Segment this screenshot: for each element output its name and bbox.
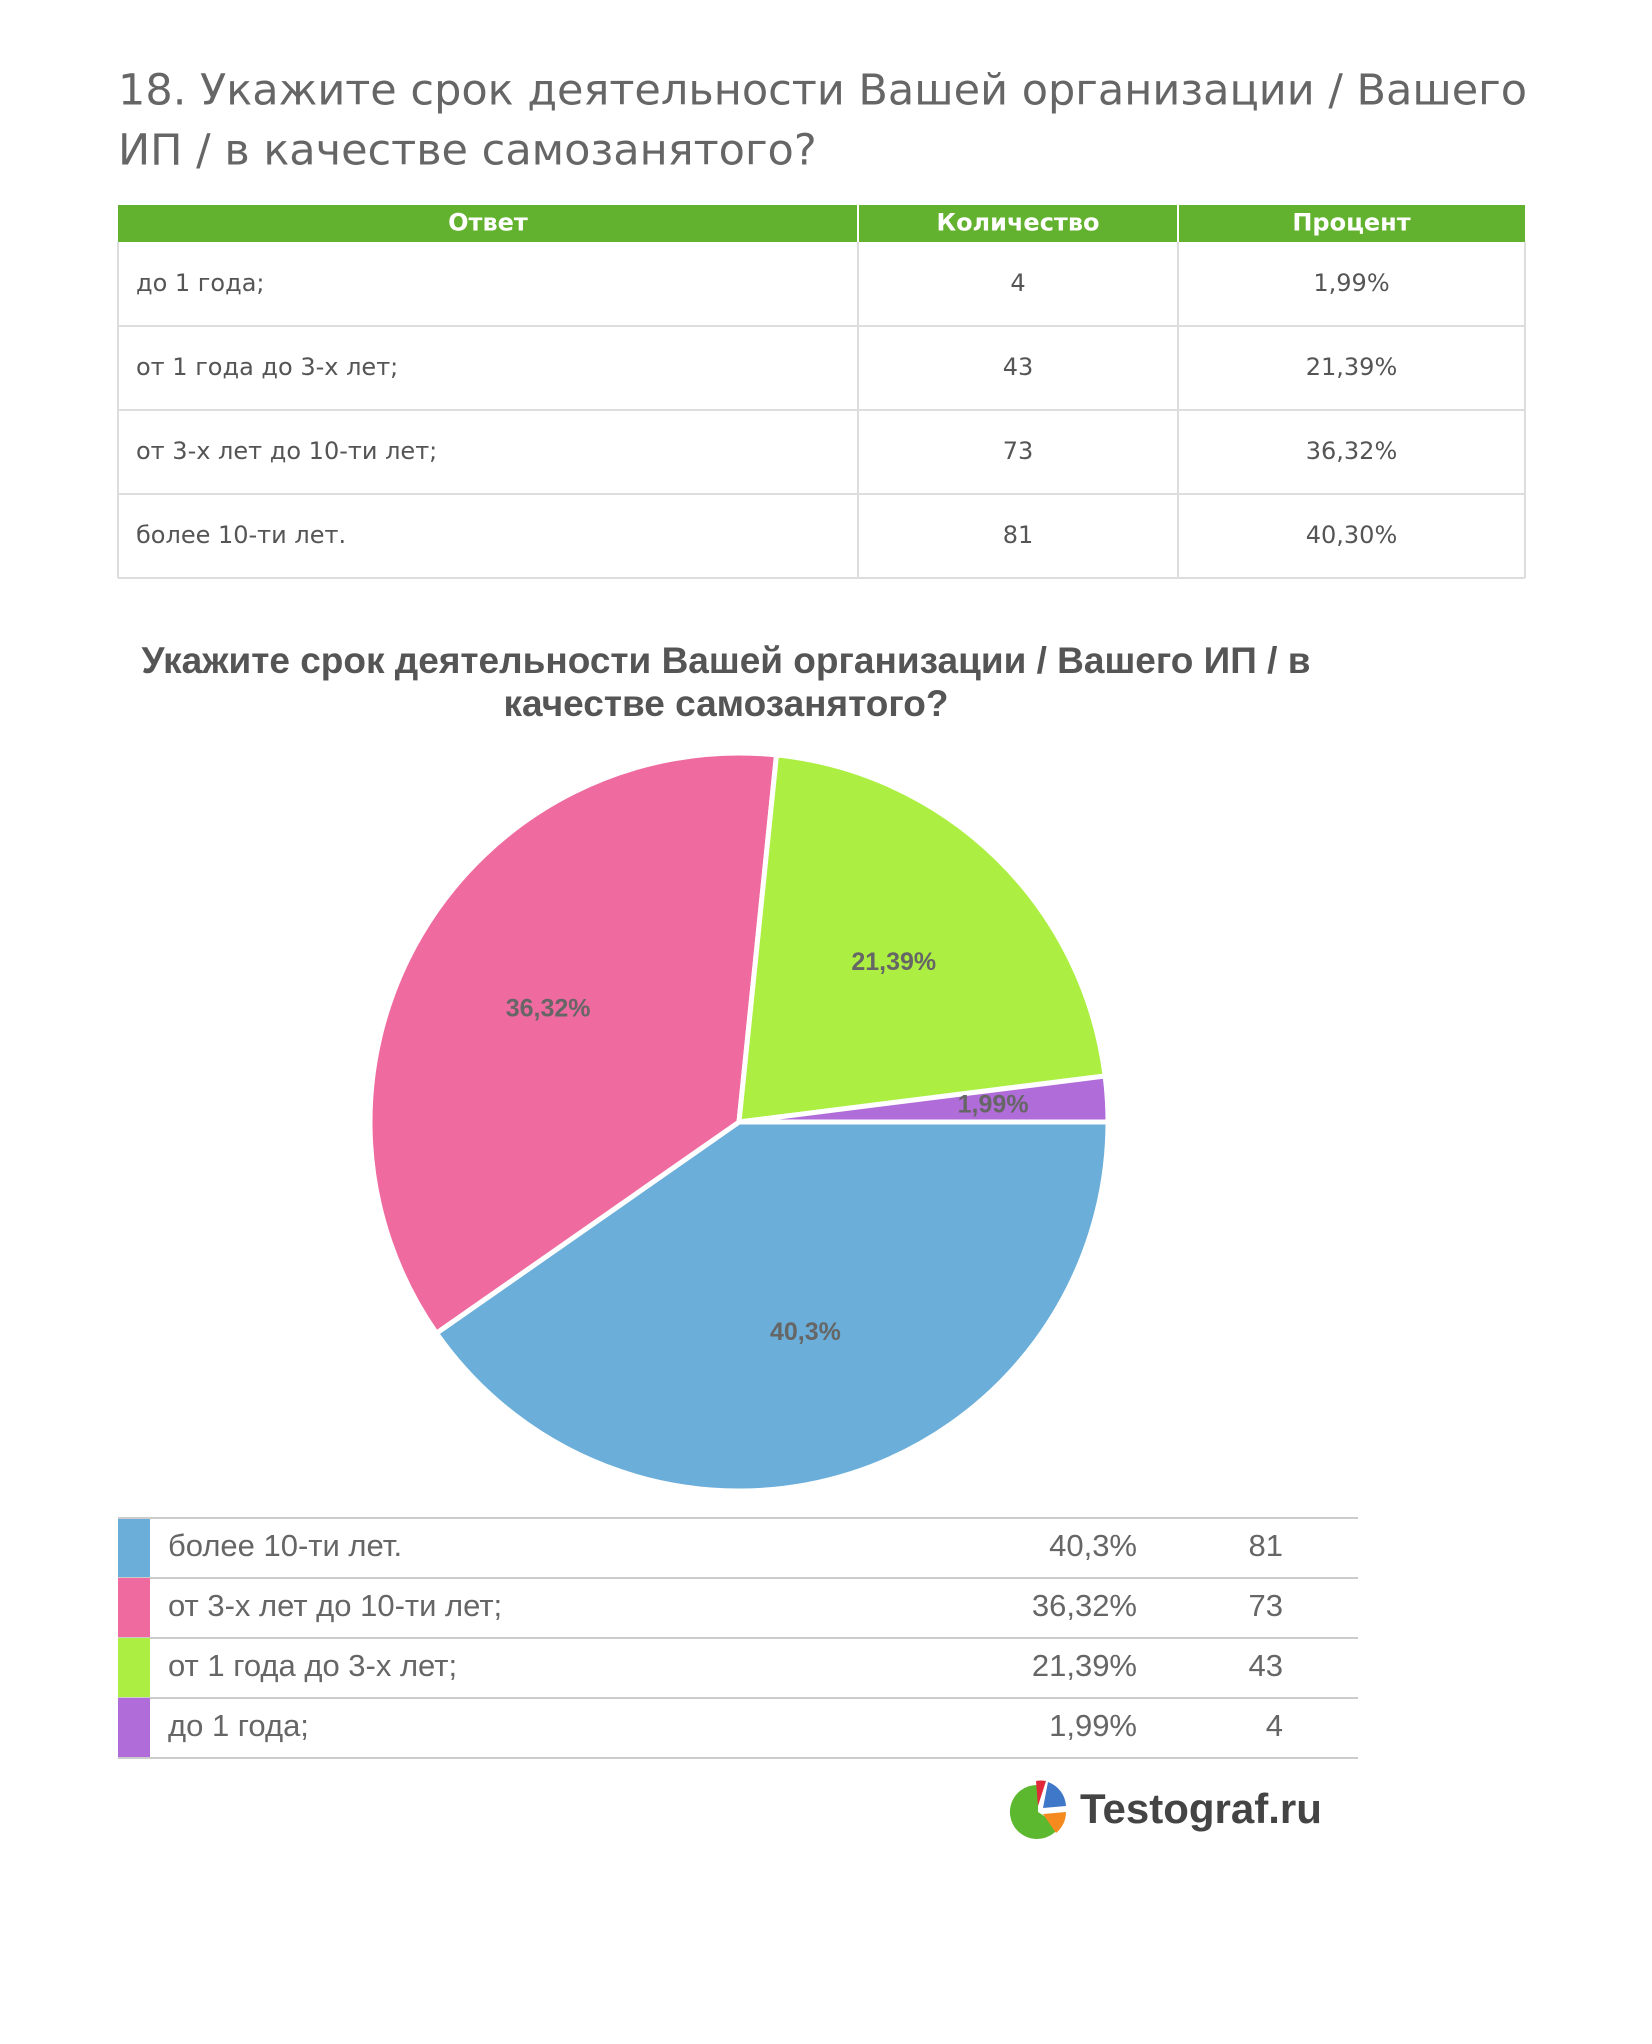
logo-blue: [1043, 1782, 1066, 1808]
table-header-bg: [118, 205, 1525, 242]
pie-label: 21,39%: [851, 948, 936, 976]
table-header-cell: Ответ: [448, 209, 528, 237]
table-header-cell: Количество: [936, 209, 1099, 237]
legend-percent: 40,3%: [1049, 1528, 1137, 1563]
legend-count: 81: [1249, 1528, 1283, 1563]
chart-title: качестве самозанятого?: [504, 683, 949, 724]
legend-percent: 21,39%: [1032, 1648, 1137, 1683]
table-cell: 40,30%: [1306, 521, 1398, 549]
table-header-cell: Процент: [1292, 209, 1410, 237]
pie-slice: [736, 752, 1108, 1125]
legend-swatch: [118, 1638, 150, 1698]
legend-count: 4: [1266, 1708, 1283, 1743]
table-cell: до 1 года;: [136, 269, 264, 297]
logo-green: [1009, 1784, 1060, 1839]
pie-slice: [367, 750, 780, 1337]
legend-percent: 36,32%: [1032, 1588, 1137, 1623]
legend-swatch: [118, 1518, 150, 1578]
legend-swatch: [118, 1698, 150, 1758]
legend-label: от 3-х лет до 10-ти лет;: [168, 1588, 502, 1623]
pie-slice: [738, 1073, 1111, 1125]
table-cell: от 3-х лет до 10-ти лет;: [136, 437, 437, 465]
pie-slice: [432, 1119, 1111, 1494]
legend-label: от 1 года до 3-х лет;: [168, 1648, 457, 1683]
logo-orange: [1043, 1812, 1066, 1833]
pie-label: 40,3%: [770, 1318, 841, 1346]
table-cell: 4: [1010, 269, 1025, 297]
table-cell: более 10-ти лет.: [136, 521, 346, 549]
logo-red: [1036, 1780, 1046, 1806]
table-cell: 73: [1003, 437, 1034, 465]
legend-swatch: [118, 1578, 150, 1638]
table-cell: 21,39%: [1306, 353, 1398, 381]
legend-label: до 1 года;: [168, 1708, 309, 1743]
pie-label: 36,32%: [506, 994, 591, 1022]
chart-title: Укажите срок деятельности Вашей организа…: [142, 640, 1311, 681]
legend-count: 73: [1249, 1588, 1283, 1623]
legend-percent: 1,99%: [1049, 1708, 1137, 1743]
table-cell: 43: [1003, 353, 1034, 381]
table-cell: 36,32%: [1306, 437, 1398, 465]
pie-label: 1,99%: [958, 1091, 1029, 1119]
table-cell: 81: [1003, 521, 1034, 549]
heading-line: ИП / в качестве самозанятого?: [118, 126, 817, 176]
table-cell: 1,99%: [1313, 269, 1389, 297]
logo-text: Testograf.ru: [1080, 1785, 1322, 1832]
legend-count: 43: [1249, 1648, 1283, 1683]
table-cell: от 1 года до 3-х лет;: [136, 353, 398, 381]
heading-line: 18. Укажите срок деятельности Вашей орга…: [118, 66, 1527, 116]
legend-label: более 10-ти лет.: [168, 1528, 402, 1563]
logo-icon: [1009, 1780, 1066, 1839]
